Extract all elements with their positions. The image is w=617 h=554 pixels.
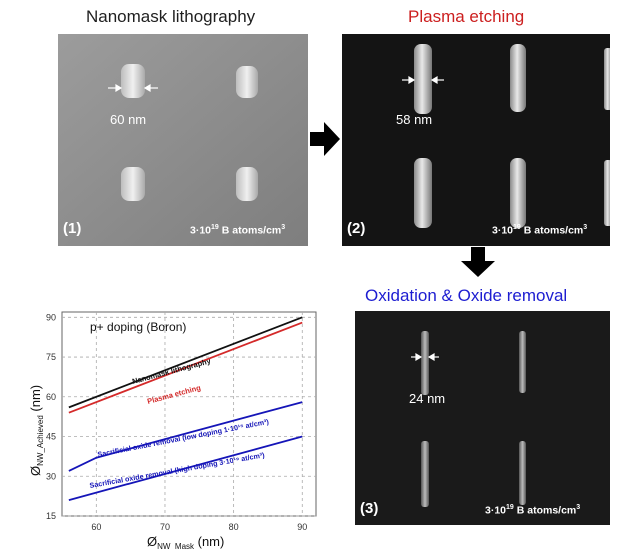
nanopillar [414, 158, 432, 228]
panel-number: (1) [63, 220, 82, 237]
panel-number: (3) [360, 500, 379, 517]
arrow-right-icon [310, 122, 340, 156]
x-axis-label: ØNW_Mask (nm) [147, 534, 224, 550]
ticks: 60 70 80 90 15 30 45 60 75 90 [46, 312, 307, 532]
concentration-label: 3·1019 B atoms/cm3 [485, 504, 581, 517]
series-line-1 [68, 321, 303, 414]
nanowire [519, 331, 526, 393]
x-tick-label: 90 [297, 522, 307, 532]
measure-arrows [402, 75, 444, 85]
nanopillar [510, 158, 526, 228]
series-line-2 [68, 401, 303, 472]
measurement-label: 24 nm [409, 391, 446, 406]
nanopillar [121, 167, 145, 201]
sem-image-2 [342, 34, 610, 246]
series-line-3 [68, 435, 303, 501]
x-tick-label: 60 [91, 522, 101, 532]
nanopillar [121, 64, 145, 98]
nanopillar [604, 160, 610, 226]
nanowire [421, 331, 429, 395]
y-tick-label: 30 [46, 471, 56, 481]
plot-area [61, 311, 317, 517]
nanowire [519, 441, 526, 505]
sem-panel-1: 60 nm (1) 3·1019 B atoms/cm3 [58, 34, 308, 246]
nanowire [421, 441, 429, 507]
measurement-label: 60 nm [110, 112, 147, 127]
y-tick-label: 75 [46, 352, 56, 362]
nanopillar [236, 167, 258, 201]
measure-arrows [411, 352, 439, 362]
series [68, 316, 303, 501]
series-line-0 [68, 316, 303, 409]
nanopillar [414, 44, 432, 114]
y-tick-label: 60 [46, 392, 56, 402]
arrow-down-icon [461, 247, 495, 277]
nanopillar [604, 48, 610, 110]
x-tick-label: 70 [160, 522, 170, 532]
panel-3-title: Oxidation & Oxide removal [365, 286, 568, 305]
doping-annotation: p+ doping (Boron) [90, 320, 186, 334]
sem-image-1 [58, 34, 308, 246]
sem-image-3 [355, 311, 610, 525]
panel-2-title: Plasma etching [408, 7, 525, 26]
sem-panel-2: 58 nm (2) 3·1019 B atoms/cm3 [342, 34, 610, 246]
nanopillar [236, 66, 258, 98]
y-tick-label: 45 [46, 432, 56, 442]
panel-number: (2) [347, 220, 366, 237]
nanopillar [510, 44, 526, 112]
panel-1-title: Nanomask lithography [86, 7, 256, 26]
x-tick-label: 80 [229, 522, 239, 532]
measure-arrows [108, 83, 158, 93]
y-axis-label: ØNW_Achieved (nm) [28, 385, 45, 476]
concentration-label: 3·1019 B atoms/cm3 [190, 224, 286, 237]
measurement-label: 58 nm [396, 112, 433, 127]
grid [62, 312, 316, 517]
sem-panel-3: 24 nm (3) 3·1019 B atoms/cm3 [355, 311, 610, 525]
y-tick-label: 90 [46, 312, 56, 322]
concentration-label: 3·1019 B atoms/cm3 [492, 224, 588, 237]
y-tick-label: 15 [46, 511, 56, 521]
